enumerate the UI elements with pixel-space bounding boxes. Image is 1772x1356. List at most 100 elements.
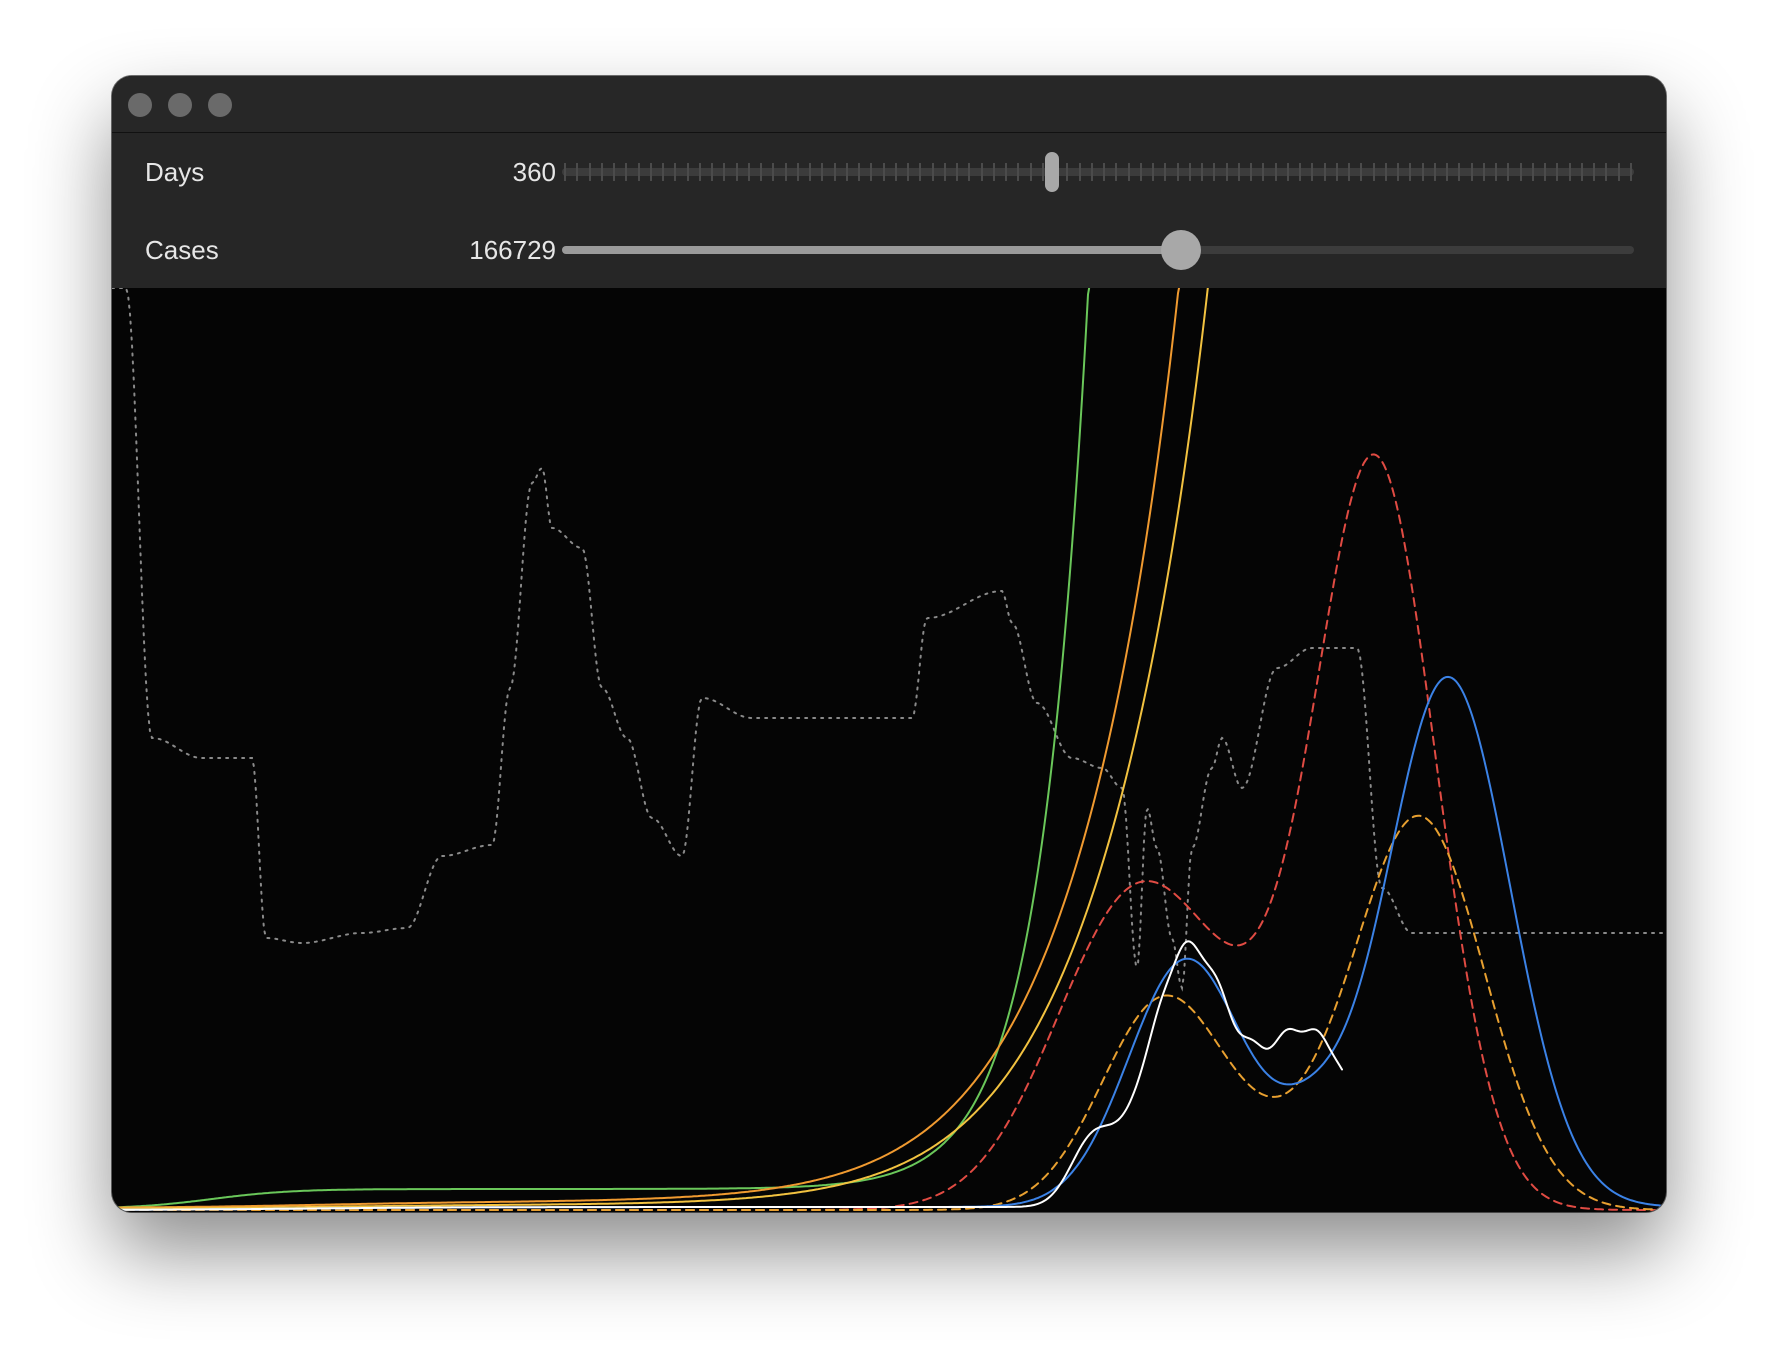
days-slider-tick — [1225, 163, 1228, 181]
days-slider-tick — [1580, 163, 1583, 181]
title-bar — [112, 76, 1666, 133]
days-slider-tick — [821, 163, 824, 181]
days-slider-tick — [870, 163, 873, 181]
days-slider-thumb[interactable] — [1044, 152, 1059, 192]
days-slider-tick — [1519, 163, 1522, 181]
cases-slider-track[interactable] — [562, 246, 1634, 254]
controls-panel: Days 360 Cases 166729 — [112, 133, 1666, 288]
series-line-2 — [112, 288, 1209, 1210]
days-slider-tick — [784, 163, 787, 181]
days-slider-tick — [1630, 163, 1632, 181]
days-slider-tick — [1470, 163, 1473, 181]
days-slider-tick — [956, 163, 959, 181]
days-slider-tick — [1139, 163, 1142, 181]
days-slider-tick — [1005, 163, 1008, 181]
days-slider-tick — [674, 163, 677, 181]
days-slider-tick — [907, 163, 910, 181]
cases-label: Cases — [145, 235, 219, 265]
days-slider-tick — [1433, 163, 1436, 181]
days-slider-tick — [1164, 163, 1167, 181]
days-slider-tick — [1286, 163, 1289, 181]
days-slider-tick — [649, 163, 652, 181]
days-slider-tick — [1262, 163, 1265, 181]
chart-svg — [112, 288, 1666, 1211]
days-slider-tick — [1421, 163, 1424, 181]
days-slider-ticks — [564, 163, 1632, 181]
days-slider-tick — [1078, 163, 1081, 181]
days-slider-tick — [845, 163, 848, 181]
days-slider-tick — [1213, 163, 1216, 181]
cases-value: 166729 — [469, 235, 556, 265]
days-row: Days 360 — [112, 141, 1666, 201]
days-slider-tick — [1152, 163, 1155, 181]
days-slider-tick — [588, 163, 591, 181]
days-slider-tick — [882, 163, 885, 181]
days-slider-tick — [1017, 163, 1020, 181]
days-slider-tick — [1544, 163, 1547, 181]
days-slider-tick — [1556, 163, 1559, 181]
days-slider-tick — [600, 163, 603, 181]
minimize-window-button[interactable] — [168, 93, 192, 117]
days-slider-tick — [1127, 163, 1130, 181]
zoom-window-button[interactable] — [208, 93, 232, 117]
days-slider-tick — [1201, 163, 1204, 181]
days-slider-tick — [625, 163, 628, 181]
days-slider-tick — [1360, 163, 1363, 181]
days-slider-tick — [1299, 163, 1302, 181]
days-slider-tick — [1372, 163, 1375, 181]
days-slider-tick — [747, 163, 750, 181]
days-slider-tick — [943, 163, 946, 181]
days-slider-tick — [894, 163, 897, 181]
days-slider-tick — [1397, 163, 1400, 181]
days-slider-tick — [1029, 163, 1032, 181]
days-slider-tick — [1446, 163, 1449, 181]
cases-row: Cases 166729 — [112, 219, 1666, 279]
days-slider-tick — [564, 163, 566, 181]
days-label: Days — [145, 157, 205, 187]
days-slider-tick — [1409, 163, 1412, 181]
days-slider-tick — [1348, 163, 1351, 181]
days-slider-tick — [576, 163, 579, 181]
days-slider-tick — [1617, 163, 1620, 181]
series-line-5 — [112, 453, 1666, 1211]
days-slider-tick — [1507, 163, 1510, 181]
app-window: Days 360 Cases 166729 — [112, 76, 1666, 1212]
days-slider-tick — [1593, 163, 1596, 181]
days-slider-tick — [662, 163, 665, 181]
days-slider-tick — [698, 163, 701, 181]
days-slider-tick — [1384, 163, 1387, 181]
days-value: 360 — [512, 157, 556, 187]
days-slider-tick — [723, 163, 726, 181]
days-slider-tick — [796, 163, 799, 181]
days-slider-tick — [1090, 163, 1093, 181]
days-slider-tick — [858, 163, 861, 181]
days-slider-tick — [1103, 163, 1106, 181]
days-slider-tick — [1458, 163, 1461, 181]
days-slider-tick — [1335, 163, 1338, 181]
days-slider-tick — [833, 163, 836, 181]
days-slider-tick — [735, 163, 738, 181]
days-slider-tick — [1250, 163, 1253, 181]
days-slider-tick — [1066, 163, 1069, 181]
days-slider-tick — [1237, 163, 1240, 181]
days-slider-tick — [1115, 163, 1118, 181]
days-slider-tick — [919, 163, 922, 181]
days-slider-tick — [1188, 163, 1191, 181]
days-slider-tick — [1041, 163, 1044, 181]
days-slider-tick — [1495, 163, 1498, 181]
days-slider-tick — [686, 163, 689, 181]
days-slider-tick — [931, 163, 934, 181]
cases-slider-thumb[interactable] — [1160, 230, 1201, 270]
days-slider-tick — [637, 163, 640, 181]
series-line-0 — [112, 288, 1091, 1209]
days-slider-tick — [809, 163, 812, 181]
days-slider-track[interactable] — [562, 168, 1634, 176]
series-line-1 — [112, 288, 1181, 1209]
days-slider-tick — [980, 163, 983, 181]
series-line-7 — [112, 288, 1666, 992]
days-slider-tick — [760, 163, 763, 181]
series-line-6 — [112, 814, 1666, 1211]
plot-area — [112, 288, 1666, 1212]
close-window-button[interactable] — [128, 93, 152, 117]
series-line-3 — [112, 940, 1343, 1211]
